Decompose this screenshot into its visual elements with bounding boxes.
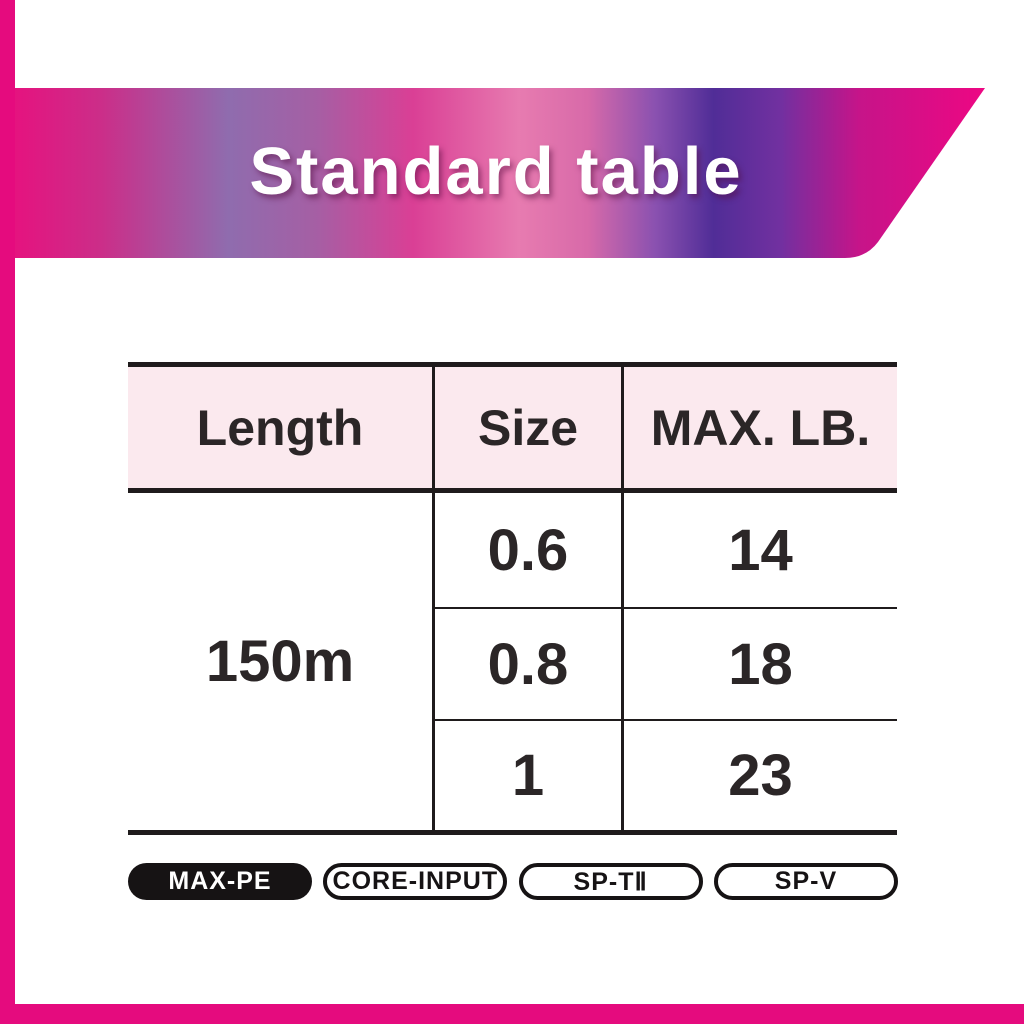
- max-lb-cell-row3: 23: [621, 719, 897, 830]
- size-cell-row3: 1: [432, 719, 621, 830]
- max-lb-cell-row1: 14: [621, 493, 897, 607]
- badge-core-input: CORE-INPUT: [323, 863, 508, 900]
- size-cell-row2: 0.8: [432, 607, 621, 719]
- size-cell-row1: 0.6: [432, 493, 621, 607]
- badge-sp-v: SP-V: [713, 863, 898, 900]
- gradient-ribbon: [15, 88, 985, 258]
- header-size: Size: [432, 367, 621, 493]
- header-length: Length: [128, 367, 432, 493]
- header-max-lb: MAX. LB.: [621, 367, 897, 493]
- page-title: Standard table: [249, 134, 743, 209]
- max-lb-cell-row2: 18: [621, 607, 897, 719]
- badge-max-pe: MAX-PE: [128, 863, 312, 900]
- bottom-frame-bar: [0, 1004, 1024, 1024]
- spec-table: Length Size MAX. LB. 150m 0.6 14 0.8 18 …: [128, 362, 897, 835]
- length-value-cell: 150m: [128, 493, 432, 830]
- badge-sp-t2: SP-TⅡ: [518, 863, 703, 900]
- feature-badge-row: MAX-PE CORE-INPUT SP-TⅡ SP-V: [128, 863, 898, 900]
- left-frame-bar: [0, 0, 15, 1024]
